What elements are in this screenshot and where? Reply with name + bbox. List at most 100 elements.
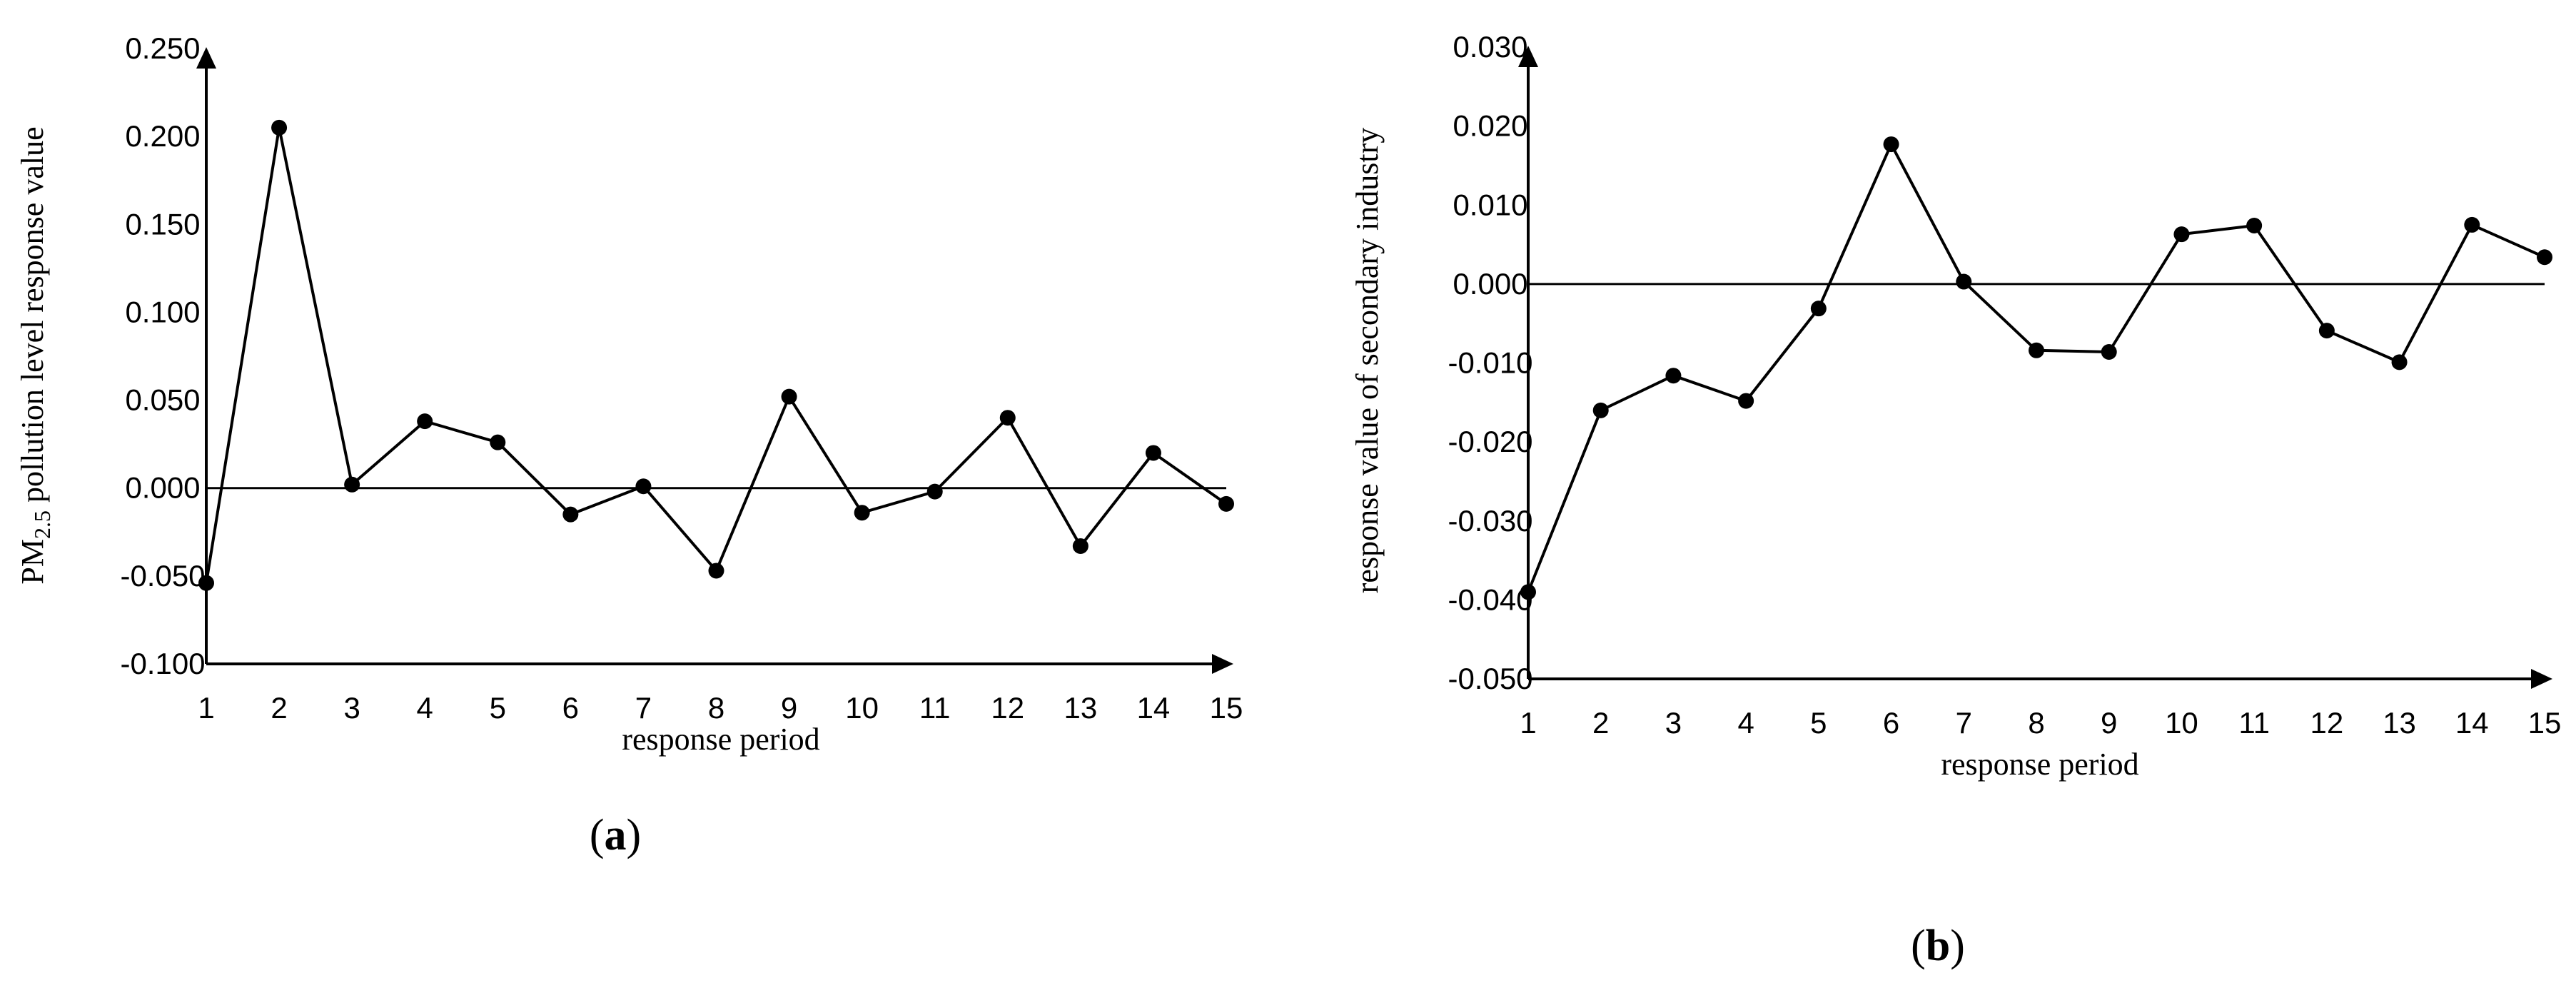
chart-b-data-point: [1956, 273, 1972, 290]
chart-b-data-point: [2029, 342, 2044, 358]
chart-b-y-tick-label: 0.020: [1453, 109, 1527, 143]
chart-b: 0.030 0.020 0.010 0.000 -0.010 -0.020 -0.030 -0…: [1350, 30, 2561, 970]
chart-b-y-tick-label: 0.030: [1453, 30, 1527, 64]
chart-a-data-point: [490, 434, 506, 450]
chart-a-data-point: [271, 119, 288, 136]
chart-b-x-tick-label: 10: [2165, 706, 2198, 740]
chart-a-y-axis-title-subscript: 2.5: [29, 510, 55, 539]
chart-b-series-line: [1527, 141, 2545, 593]
chart-a-y-axis-arrow: [196, 47, 216, 69]
chart-b-data-point: [2101, 344, 2117, 361]
chart-b-x-tick-label: 6: [1883, 706, 1899, 740]
chart-a-y-tick-label: 0.250: [125, 31, 200, 65]
chart-a-data-point: [1218, 495, 1234, 512]
chart-b-x-tick-label: 15: [2528, 706, 2562, 740]
chart-a-x-tick-label: 3: [343, 691, 360, 725]
chart-a-y-axis-title-rest: pollution level response value: [15, 126, 50, 510]
chart-a-caption-letter: a: [605, 811, 627, 860]
chart-a-y-tick-label: 0.050: [125, 383, 200, 417]
chart-b-caption-letter: b: [1926, 922, 1950, 970]
chart-b-x-tick-labels: 1 2 3 4 5 6 7 8 9 10 11 12 13 14 15: [1520, 706, 2561, 740]
chart-a-data-point: [1072, 538, 1089, 554]
chart-a-data-point: [708, 563, 724, 579]
chart-b-y-tick-label: -0.020: [1448, 425, 1532, 458]
chart-b-data-point: [2246, 218, 2263, 234]
chart-b-x-axis-title: response period: [1941, 747, 2138, 782]
chart-a-x-tick-label: 2: [271, 691, 287, 725]
chart-a-x-axis-arrow: [1212, 654, 1233, 674]
chart-b-data-point: [2391, 354, 2408, 370]
chart-a-series-line: [205, 127, 1228, 584]
chart-a-caption: (a): [590, 811, 641, 860]
chart-b-caption-open-paren: (: [1911, 922, 1926, 970]
chart-a-data-point: [417, 413, 433, 430]
chart-b-y-axis-title: response value of secondary industry: [1350, 128, 1385, 593]
chart-b-data-point: [1520, 584, 1536, 600]
chart-b-data-point: [2537, 249, 2552, 266]
chart-a-markers: [198, 119, 1234, 591]
chart-a-y-tick-labels: 0.250 0.200 0.150 0.100 0.050 0.000 -0.050 -0.1…: [120, 31, 205, 680]
chart-a-x-tick-label: 11: [919, 691, 951, 725]
chart-a-x-tick-label: 1: [198, 691, 214, 725]
chart-b-x-tick-label: 7: [1956, 706, 1972, 740]
chart-b-x-tick-label: 8: [2028, 706, 2044, 740]
chart-a-x-tick-labels: 1 2 3 4 5 6 7 8 9 10 11 12 13 14 15: [198, 691, 1243, 725]
chart-b-x-tick-label: 2: [1592, 706, 1609, 740]
chart-a-caption-close-paren: ): [627, 811, 642, 860]
chart-a-x-tick-label: 9: [781, 691, 797, 725]
chart-b-y-tick-label: 0.010: [1453, 188, 1527, 221]
chart-b-x-tick-label: 14: [2455, 706, 2489, 740]
chart-b-x-tick-label: 3: [1665, 706, 1682, 740]
chart-a-y-tick-label: 0.000: [125, 471, 200, 505]
chart-a-x-tick-label: 8: [708, 691, 724, 725]
chart-b-caption: (b): [1911, 922, 1965, 970]
chart-a-y-tick-label: 0.100: [125, 295, 200, 328]
chart-b-y-tick-label: -0.010: [1448, 346, 1532, 380]
chart-b-y-tick-label: 0.000: [1453, 267, 1527, 301]
chart-a: 0.250 0.200 0.150 0.100 0.050 0.000 -0.050 -0.1…: [15, 31, 1243, 860]
chart-a-y-tick-label: -0.100: [120, 647, 205, 680]
chart-b-y-tick-label: -0.050: [1448, 662, 1532, 695]
chart-a-x-tick-label: 15: [1210, 691, 1243, 725]
chart-b-x-tick-label: 9: [2101, 706, 2117, 740]
chart-a-x-tick-label: 7: [635, 691, 652, 725]
chart-b-data-point: [1738, 393, 1754, 409]
chart-b-data-point: [1810, 301, 1827, 317]
chart-a-x-tick-label: 12: [991, 691, 1024, 725]
chart-a-data-point: [854, 505, 870, 521]
chart-b-x-tick-label: 5: [1810, 706, 1827, 740]
chart-b-y-tick-labels: 0.030 0.020 0.010 0.000 -0.010 -0.020 -0.030 -0…: [1448, 30, 1532, 695]
chart-b-data-point: [1592, 402, 1609, 418]
chart-b-data-point: [1665, 368, 1682, 384]
chart-b-x-tick-label: 1: [1520, 706, 1536, 740]
chart-b-data-point: [1883, 136, 1899, 153]
chart-a-data-point: [344, 476, 360, 493]
chart-a-data-point: [198, 575, 214, 591]
chart-a-y-tick-label: 0.200: [125, 119, 200, 153]
chart-a-x-tick-label: 5: [490, 691, 506, 725]
chart-a-x-axis-title: response period: [622, 722, 819, 757]
chart-a-data-point: [1145, 445, 1161, 461]
chart-a-data-point: [635, 478, 652, 495]
chart-a-x-tick-label: 6: [562, 691, 579, 725]
chart-a-x-tick-label: 10: [845, 691, 879, 725]
chart-b-y-tick-label: -0.030: [1448, 504, 1532, 538]
chart-a-y-tick-label: -0.050: [120, 559, 205, 593]
chart-b-markers: [1520, 136, 2552, 600]
chart-b-y-tick-label: -0.040: [1448, 583, 1532, 616]
chart-a-data-point: [781, 388, 797, 405]
chart-a-y-tick-label: 0.150: [125, 207, 200, 241]
chart-b-x-tick-label: 13: [2383, 706, 2416, 740]
chart-a-data-point: [562, 506, 579, 523]
chart-b-data-point: [2464, 216, 2480, 233]
chart-a-x-tick-label: 13: [1064, 691, 1097, 725]
chart-a-y-axis-title-main: PM: [15, 539, 50, 585]
chart-a-y-axis-title: PM2.5 pollution level response value: [15, 126, 55, 584]
chart-b-y-axis-arrow: [1518, 46, 1538, 67]
chart-b-x-tick-label: 11: [2238, 706, 2270, 740]
chart-b-x-axis-arrow: [2531, 669, 2552, 689]
chart-a-caption-open-paren: (: [590, 811, 605, 860]
chart-b-x-tick-label: 4: [1737, 706, 1754, 740]
chart-b-x-tick-label: 12: [2310, 706, 2343, 740]
